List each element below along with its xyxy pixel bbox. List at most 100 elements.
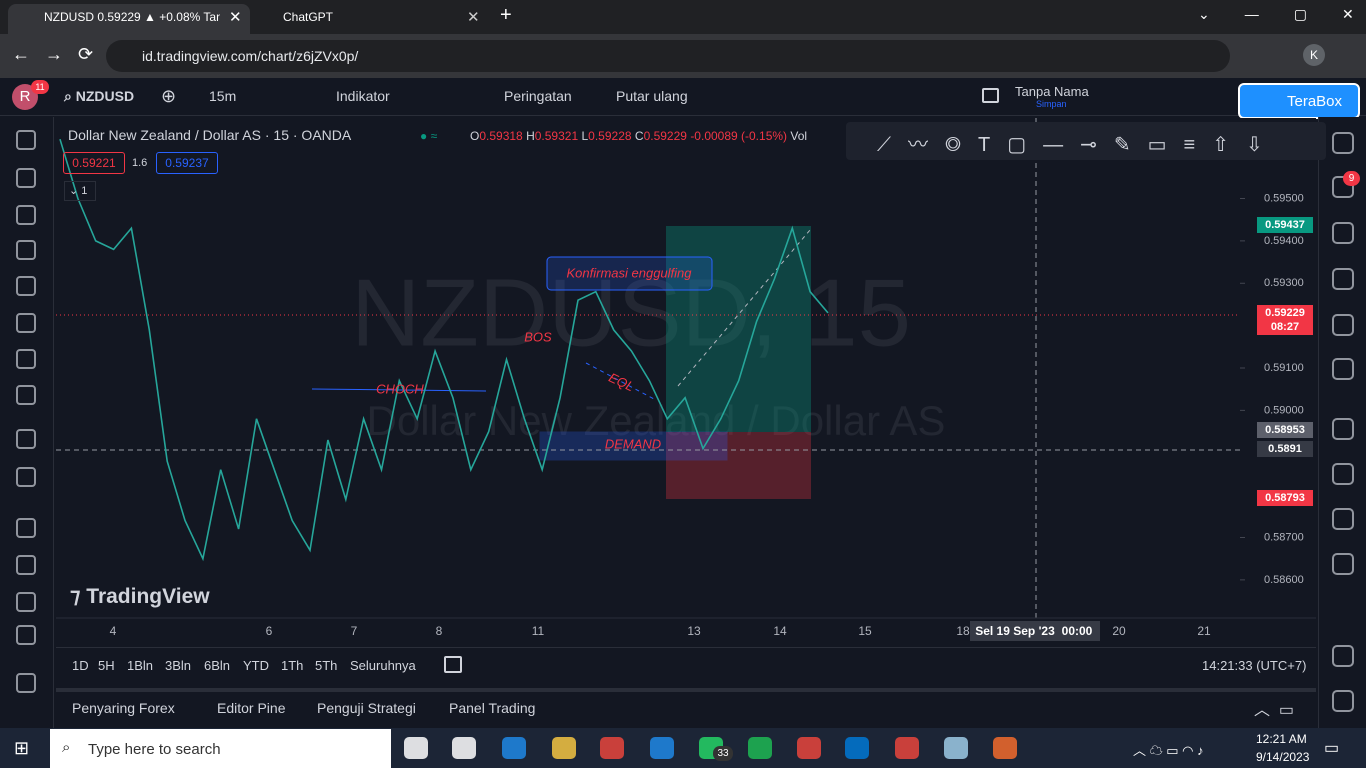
sell-button[interactable]: 0.59221 xyxy=(63,152,125,174)
terabox-button[interactable] xyxy=(1238,83,1360,119)
range-button[interactable]: 3Bln xyxy=(165,658,192,673)
chart-bg xyxy=(56,118,1316,646)
symbol[interactable]: ⌕ NZDUSD xyxy=(64,88,134,105)
app-icon[interactable] xyxy=(452,737,476,759)
tool-icon[interactable] xyxy=(16,168,36,188)
ohlc-label: L xyxy=(581,129,589,143)
compare[interactable]: ⊕ xyxy=(161,86,177,106)
tool-icon[interactable] xyxy=(16,130,36,150)
buy-button[interactable]: 0.59237 xyxy=(156,152,218,174)
symbol-text[interactable]: NZDUSD xyxy=(75,88,135,104)
tool-icon[interactable] xyxy=(16,240,36,260)
tool-icon[interactable] xyxy=(16,625,36,645)
eql-line xyxy=(585,362,657,401)
tab-title[interactable]: NZDUSD 0.59229 ▲ +0.08% Tanpa Nama xyxy=(44,10,220,24)
tool-icon[interactable] xyxy=(16,205,36,225)
badge-price: 0.58953 xyxy=(1265,424,1305,437)
panel-controls[interactable]: ︿ ▭ xyxy=(1254,702,1295,719)
y-tick-label: 0.59500 xyxy=(1264,192,1304,204)
range-button[interactable]: 1Th xyxy=(281,658,304,673)
terabox-label[interactable]: TeraBox xyxy=(1287,93,1343,110)
range-button[interactable]: 5Th xyxy=(315,658,338,673)
indicators[interactable]: Indikator xyxy=(336,88,390,104)
url[interactable]: id.tradingview.com/chart/z6jZVx0p/ xyxy=(142,48,359,64)
app-icon[interactable] xyxy=(993,737,1017,759)
annotation: BOS xyxy=(524,329,552,344)
sidebar-icon[interactable] xyxy=(1332,132,1354,154)
chart: NZDUSD, 15 Dollar New Zealand / Dollar A… xyxy=(56,118,1316,646)
ohlc-change: -0.00089 (-0.15%) xyxy=(690,129,788,143)
tool-icon[interactable] xyxy=(16,518,36,538)
replay[interactable]: Putar ulang xyxy=(616,88,688,104)
close-tab[interactable]: ✕ xyxy=(229,9,242,26)
tool-icon[interactable] xyxy=(16,385,36,405)
app-icon[interactable] xyxy=(944,737,968,759)
panel-tab[interactable]: Penguji Strategi xyxy=(317,700,416,716)
notifications[interactable]: ▭ xyxy=(1324,740,1340,757)
layout-name[interactable]: Tanpa Nama xyxy=(1015,84,1089,99)
sidebar-icon[interactable] xyxy=(1332,358,1354,380)
tab-title[interactable]: ChatGPT xyxy=(283,10,334,24)
tool-icon[interactable] xyxy=(16,429,36,449)
sidebar-icon[interactable] xyxy=(1332,314,1354,336)
app-icon[interactable] xyxy=(845,737,869,759)
search-placeholder[interactable]: Type here to search xyxy=(88,741,221,758)
tool-icon[interactable] xyxy=(16,592,36,612)
tool-icon[interactable] xyxy=(16,467,36,487)
badge-price: 0.59229 xyxy=(1265,307,1305,320)
range-button[interactable]: Seluruhnya xyxy=(350,658,416,673)
price-badge: 0.59437 xyxy=(1257,217,1313,234)
tool-icon[interactable] xyxy=(16,276,36,296)
new-tab[interactable]: + xyxy=(500,4,512,26)
ohlc-label: H xyxy=(526,129,535,143)
app-icon[interactable] xyxy=(600,737,624,759)
app-icon[interactable] xyxy=(748,737,772,759)
tool-icon[interactable] xyxy=(16,555,36,575)
window-controls[interactable]: ⌄ — ▢ ✕ xyxy=(1198,6,1354,22)
app-icon[interactable] xyxy=(404,737,428,759)
panel-tab[interactable]: Editor Pine xyxy=(217,700,286,716)
legend-title: Dollar New Zealand / Dollar AS · 15 · OA… xyxy=(68,127,352,143)
app-icon[interactable] xyxy=(650,737,674,759)
quantity[interactable]: ⌄ 1 xyxy=(64,181,96,201)
tool-icon[interactable] xyxy=(16,673,36,693)
app-icon[interactable] xyxy=(797,737,821,759)
app-icon[interactable] xyxy=(895,737,919,759)
sidebar-icon[interactable] xyxy=(1332,645,1354,667)
sidebar-icon[interactable] xyxy=(1332,418,1354,440)
range-button[interactable]: 5H xyxy=(98,658,115,673)
app-icon[interactable] xyxy=(552,737,576,759)
range-button[interactable]: YTD xyxy=(243,658,269,673)
layout-icon[interactable] xyxy=(982,88,999,103)
tool-icon[interactable] xyxy=(16,349,36,369)
sidebar-icon[interactable] xyxy=(1332,222,1354,244)
search-box[interactable] xyxy=(50,729,391,768)
sidebar-icon[interactable] xyxy=(1332,268,1354,290)
omnibox[interactable] xyxy=(106,40,1230,72)
profile[interactable]: K xyxy=(1303,44,1325,66)
app-icon[interactable] xyxy=(502,737,526,759)
annotation: DEMAND xyxy=(605,436,661,451)
close-tab[interactable]: ✕ xyxy=(467,9,480,26)
panel-tab[interactable]: Panel Trading xyxy=(449,700,536,716)
sidebar-icon[interactable] xyxy=(1332,463,1354,485)
floating-tools[interactable]: ⟋〰◎T▢—⊸✎▭≡⇧⇩ xyxy=(877,134,1280,156)
ohlc-label: O xyxy=(470,129,480,143)
start[interactable]: ⊞ xyxy=(14,738,30,758)
y-tick-label: 0.58600 xyxy=(1264,574,1304,586)
sidebar-icon[interactable] xyxy=(1332,508,1354,530)
sidebar-icon[interactable] xyxy=(1332,690,1354,712)
tool-icon[interactable] xyxy=(16,313,36,333)
range-button[interactable]: 1D xyxy=(72,658,89,673)
interval[interactable]: 15m xyxy=(209,88,237,104)
y-tick-label: 0.59000 xyxy=(1264,404,1304,416)
panel-tab[interactable]: Penyaring Forex xyxy=(72,700,175,716)
sidebar-icon[interactable] xyxy=(1332,553,1354,575)
range-button[interactable]: 1Bln xyxy=(127,658,154,673)
range-button[interactable]: 6Bln xyxy=(204,658,231,673)
alerts[interactable]: Peringatan xyxy=(504,88,572,104)
goto-date[interactable] xyxy=(444,656,462,673)
tab[interactable] xyxy=(8,4,250,34)
tray[interactable]: ︿ ☁ ▭ ◠ ♪ xyxy=(1133,743,1204,758)
nav-buttons[interactable]: ← → ⟳ xyxy=(12,44,94,64)
